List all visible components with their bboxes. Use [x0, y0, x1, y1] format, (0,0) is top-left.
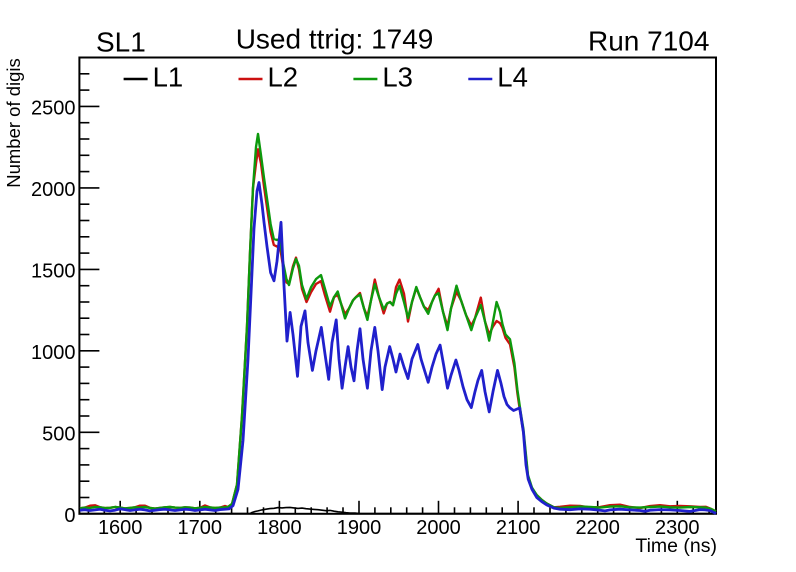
- svg-text:SL1: SL1: [96, 26, 146, 57]
- svg-text:1700: 1700: [178, 517, 223, 539]
- svg-text:0: 0: [64, 505, 75, 527]
- svg-text:2000: 2000: [416, 517, 461, 539]
- svg-text:500: 500: [42, 424, 75, 446]
- svg-text:Time (ns): Time (ns): [635, 535, 717, 557]
- svg-text:1600: 1600: [98, 517, 143, 539]
- svg-text:Run 7104: Run 7104: [588, 26, 709, 57]
- svg-text:1000: 1000: [31, 342, 76, 364]
- svg-text:L3: L3: [382, 62, 413, 93]
- svg-text:1900: 1900: [337, 517, 382, 539]
- svg-text:L2: L2: [268, 62, 299, 93]
- svg-text:1800: 1800: [257, 517, 302, 539]
- svg-text:2300: 2300: [655, 517, 700, 539]
- svg-text:2100: 2100: [496, 517, 541, 539]
- svg-text:L4: L4: [497, 62, 528, 93]
- svg-text:2000: 2000: [31, 179, 76, 201]
- svg-text:2200: 2200: [575, 517, 620, 539]
- svg-text:Number of digis: Number of digis: [3, 58, 24, 188]
- svg-text:1500: 1500: [31, 261, 76, 283]
- svg-text:2500: 2500: [31, 98, 76, 120]
- svg-text:Used ttrig: 1749: Used ttrig: 1749: [236, 24, 434, 55]
- svg-text:L1: L1: [153, 62, 184, 93]
